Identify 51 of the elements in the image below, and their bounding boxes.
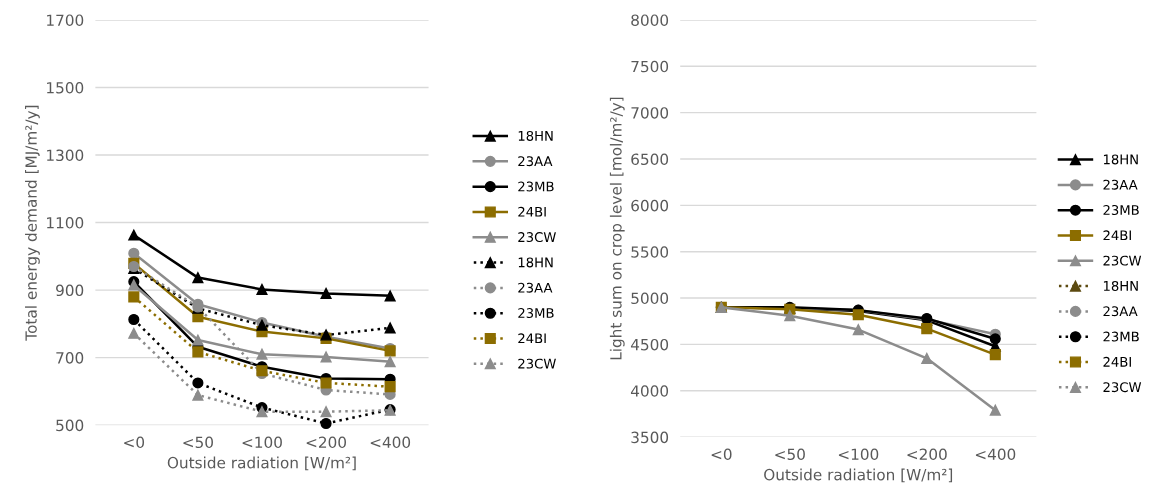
y-tick-label: 6000 xyxy=(631,199,669,212)
legend-label: 18HN xyxy=(518,130,553,141)
y-tick-label: 7500 xyxy=(631,60,669,73)
y-tick-label: 1700 xyxy=(47,14,84,26)
x-axis-title: Outside radiation [W/m²] xyxy=(764,468,953,483)
x-tick-label: <0 xyxy=(124,436,145,449)
legend-label: 23MB xyxy=(518,308,554,319)
legend-label: 18HN xyxy=(1103,154,1138,165)
x-tick-label: <200 xyxy=(907,448,947,461)
x-tick-label: <400 xyxy=(370,436,411,449)
legend-label: 23CW xyxy=(518,232,556,243)
legend-label: 23AA xyxy=(1103,179,1138,190)
legend-label: 18HN xyxy=(518,257,553,268)
legend-label: 24BI xyxy=(518,206,546,217)
x-tick-label: <200 xyxy=(306,436,347,449)
x-tick-label: <100 xyxy=(838,448,879,461)
x-tick-label: <50 xyxy=(183,436,213,449)
legend-label: 18HN xyxy=(1103,280,1138,291)
y-tick-label: 900 xyxy=(56,284,84,297)
y-axis-title: Light sum on crop level [mol/m²/y] xyxy=(609,97,625,360)
legend-label: 23AA xyxy=(518,282,553,293)
y-tick-label: 500 xyxy=(56,419,84,432)
x-tick-label: <400 xyxy=(975,448,1016,461)
y-tick-label: 1500 xyxy=(47,81,84,94)
y-tick-label: 6500 xyxy=(631,153,669,166)
legend-label: 23CW xyxy=(1103,255,1142,266)
y-tick-label: 5000 xyxy=(631,292,669,305)
x-axis-title: Outside radiation [W/m²] xyxy=(167,456,356,471)
y-axis-title: Total energy demand [MJ/m²/y] xyxy=(25,105,40,341)
y-tick-label: 1100 xyxy=(47,217,84,229)
legend-label: 23MB xyxy=(1103,331,1139,342)
y-tick-label: 700 xyxy=(56,352,84,364)
y-tick-label: 4500 xyxy=(630,338,669,351)
y-tick-label: 7000 xyxy=(631,107,669,119)
legend-label: 23MB xyxy=(1103,205,1139,215)
x-tick-label: <0 xyxy=(711,448,732,461)
x-tick-label: <50 xyxy=(775,448,805,461)
y-tick-label: 8000 xyxy=(631,14,669,26)
legend-label: 23CW xyxy=(1103,382,1142,393)
legend-label: 24BI xyxy=(1103,356,1131,367)
legend-label: 24BI xyxy=(1103,230,1131,241)
y-tick-label: 1300 xyxy=(47,149,84,162)
legend-label: 23MB xyxy=(518,181,554,192)
y-tick-label: 4000 xyxy=(630,385,669,397)
y-tick-label: 3500 xyxy=(631,431,669,444)
legend-label: 23AA xyxy=(518,156,553,167)
legend-label: 23CW xyxy=(518,358,556,369)
legend-label: 23AA xyxy=(1103,306,1138,317)
y-tick-label: 5500 xyxy=(631,246,669,258)
legend-label: 24BI xyxy=(518,333,546,344)
x-tick-label: <100 xyxy=(242,436,282,449)
